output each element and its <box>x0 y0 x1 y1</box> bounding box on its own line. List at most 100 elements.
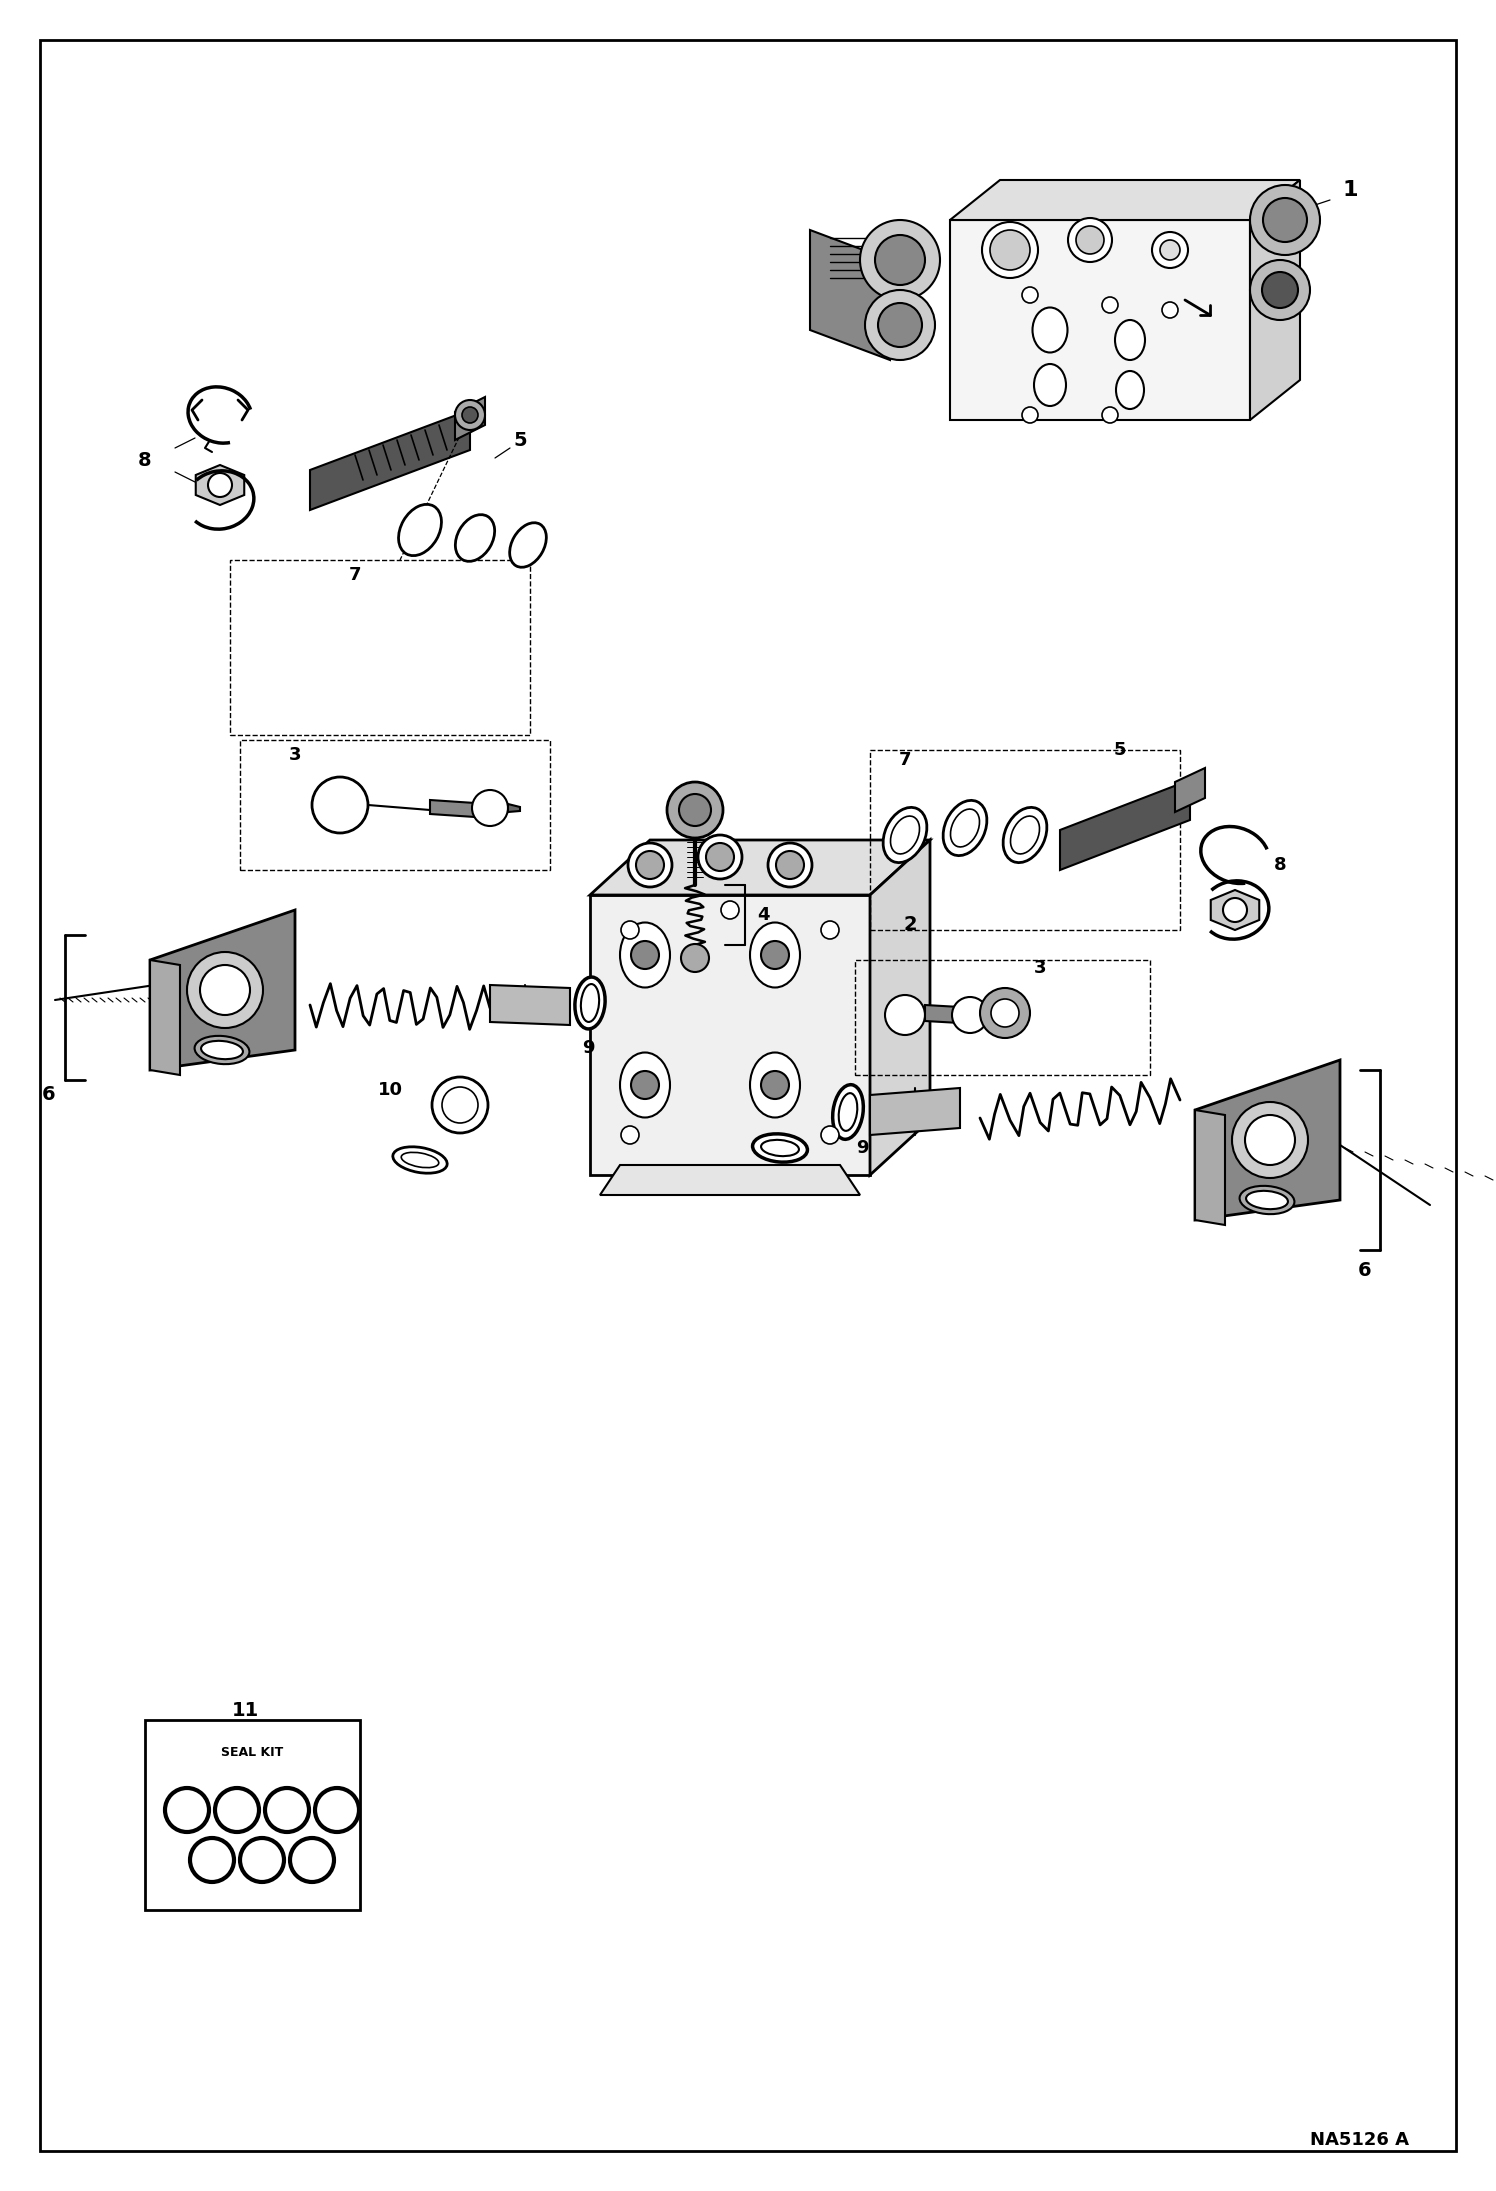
Ellipse shape <box>619 922 670 988</box>
Circle shape <box>1076 226 1104 254</box>
Polygon shape <box>1061 780 1189 870</box>
Circle shape <box>1159 241 1180 261</box>
Circle shape <box>265 1788 310 1832</box>
Polygon shape <box>196 464 244 504</box>
Circle shape <box>699 835 742 879</box>
Polygon shape <box>150 960 180 1076</box>
Bar <box>871 749 1180 929</box>
Circle shape <box>1162 302 1177 318</box>
Polygon shape <box>589 839 931 894</box>
Ellipse shape <box>752 1135 808 1161</box>
Text: 8: 8 <box>1273 857 1287 874</box>
Polygon shape <box>310 410 470 511</box>
Text: 3: 3 <box>1034 960 1046 977</box>
Ellipse shape <box>200 1041 242 1058</box>
Polygon shape <box>509 804 521 813</box>
Ellipse shape <box>580 984 598 1021</box>
Ellipse shape <box>942 800 987 857</box>
Text: 9: 9 <box>582 1039 594 1056</box>
Circle shape <box>980 988 1031 1039</box>
Polygon shape <box>871 1089 960 1135</box>
Circle shape <box>1103 298 1118 313</box>
Ellipse shape <box>839 1093 857 1131</box>
Polygon shape <box>1174 769 1204 813</box>
Circle shape <box>721 901 739 918</box>
Circle shape <box>667 782 723 837</box>
Circle shape <box>473 791 509 826</box>
Ellipse shape <box>833 1085 863 1139</box>
Ellipse shape <box>574 977 604 1030</box>
Text: 6: 6 <box>42 1085 55 1104</box>
Text: 1: 1 <box>1342 180 1358 199</box>
Text: 4: 4 <box>757 907 769 925</box>
Circle shape <box>432 1078 488 1133</box>
Circle shape <box>200 964 250 1014</box>
Text: 11: 11 <box>232 1700 259 1720</box>
Polygon shape <box>455 397 485 440</box>
Circle shape <box>990 230 1031 269</box>
Bar <box>239 741 551 870</box>
Circle shape <box>455 401 485 429</box>
Polygon shape <box>429 800 476 817</box>
Circle shape <box>761 1071 788 1100</box>
Ellipse shape <box>1240 1185 1294 1214</box>
Ellipse shape <box>1032 307 1068 353</box>
Polygon shape <box>150 909 295 1069</box>
Polygon shape <box>950 180 1300 219</box>
Bar <box>230 561 530 734</box>
Ellipse shape <box>1010 815 1040 854</box>
Text: 9: 9 <box>856 1139 868 1157</box>
Circle shape <box>761 940 788 968</box>
Circle shape <box>679 793 711 826</box>
Circle shape <box>1263 197 1308 241</box>
Circle shape <box>767 844 812 887</box>
Ellipse shape <box>194 1036 250 1065</box>
Text: 2: 2 <box>904 916 917 936</box>
Circle shape <box>621 1126 639 1144</box>
Circle shape <box>631 940 660 968</box>
Polygon shape <box>1210 890 1260 929</box>
Circle shape <box>865 289 935 359</box>
Polygon shape <box>950 219 1251 421</box>
Circle shape <box>878 302 922 346</box>
Circle shape <box>1245 1115 1296 1166</box>
Text: 10: 10 <box>377 1080 402 1100</box>
Ellipse shape <box>950 808 980 848</box>
Circle shape <box>239 1838 284 1882</box>
Circle shape <box>187 953 263 1028</box>
Circle shape <box>1224 898 1248 922</box>
Polygon shape <box>491 986 570 1025</box>
Circle shape <box>1022 287 1038 302</box>
Circle shape <box>776 850 803 879</box>
Text: 6: 6 <box>1358 1260 1372 1280</box>
Circle shape <box>621 920 639 940</box>
Circle shape <box>316 1788 359 1832</box>
Text: 8: 8 <box>138 451 151 469</box>
Polygon shape <box>589 894 871 1174</box>
Polygon shape <box>600 1166 860 1194</box>
Circle shape <box>628 844 672 887</box>
Ellipse shape <box>761 1139 799 1157</box>
Circle shape <box>1251 184 1319 254</box>
Circle shape <box>1022 408 1038 423</box>
Text: NA5126 A: NA5126 A <box>1310 2132 1409 2149</box>
Polygon shape <box>1195 1111 1225 1225</box>
Text: 7: 7 <box>349 565 361 585</box>
Polygon shape <box>925 1006 960 1023</box>
Polygon shape <box>809 230 890 359</box>
Circle shape <box>681 944 709 973</box>
Text: 5: 5 <box>513 429 527 449</box>
Ellipse shape <box>393 1146 447 1172</box>
Ellipse shape <box>883 808 928 863</box>
Circle shape <box>821 1126 839 1144</box>
Ellipse shape <box>510 524 546 567</box>
Circle shape <box>886 995 925 1034</box>
Circle shape <box>875 234 925 285</box>
Circle shape <box>190 1838 233 1882</box>
Polygon shape <box>871 839 931 1174</box>
Circle shape <box>1251 261 1310 320</box>
Circle shape <box>706 844 735 872</box>
Text: 3: 3 <box>289 745 301 765</box>
Ellipse shape <box>749 922 800 988</box>
Bar <box>145 1720 361 1911</box>
